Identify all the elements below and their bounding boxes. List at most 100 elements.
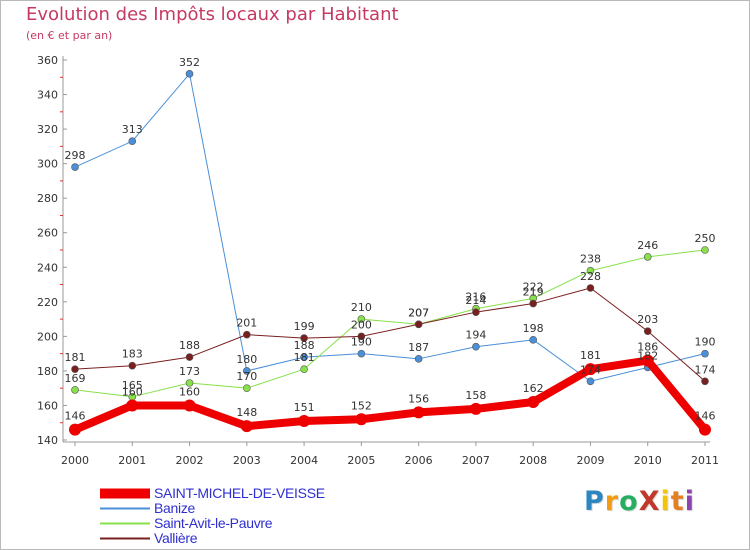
data-point-banize xyxy=(529,336,537,344)
data-point-saint-avit xyxy=(185,379,194,387)
x-tick-label: 2003 xyxy=(233,454,261,467)
data-label-saint-michel: 181 xyxy=(580,349,601,362)
series-line-valliere xyxy=(74,287,706,382)
data-point-valliere xyxy=(414,320,423,329)
data-point-banize xyxy=(71,163,79,171)
data-label-banize: 188 xyxy=(294,339,315,352)
y-tick-label: 340 xyxy=(37,89,58,102)
y-tick-label: 240 xyxy=(37,261,58,274)
data-point-banize xyxy=(472,342,480,351)
data-point-saint-avit xyxy=(71,386,79,394)
data-label-valliere: 201 xyxy=(236,317,257,330)
data-point-saint-michel xyxy=(584,363,597,376)
y-tick-label: 260 xyxy=(37,227,58,240)
legend-label-saint-michel: SAINT-MICHEL-DE-VEISSE xyxy=(154,485,325,501)
data-label-saint-avit: 238 xyxy=(580,253,601,266)
data-point-saint-michel xyxy=(69,423,81,436)
data-point-saint-michel xyxy=(527,396,540,408)
data-point-saint-avit xyxy=(701,246,709,254)
y-tick-label: 180 xyxy=(37,365,58,378)
y-tick-label: 220 xyxy=(37,296,58,309)
data-label-banize: 190 xyxy=(351,336,372,349)
data-label-saint-avit: 246 xyxy=(637,239,658,252)
data-point-banize xyxy=(128,137,137,145)
legend-label-valliere: Vallière xyxy=(154,530,198,546)
data-point-valliere xyxy=(243,330,251,339)
series-line-saint-michel xyxy=(71,356,709,434)
data-label-valliere: 203 xyxy=(637,313,658,326)
data-label-valliere: 183 xyxy=(122,348,143,361)
logo-letter: i xyxy=(660,486,671,517)
y-tick-label: 360 xyxy=(37,54,58,67)
series-line-banize xyxy=(74,73,706,382)
data-label-saint-michel: 158 xyxy=(465,389,486,402)
x-tick-label: 2008 xyxy=(519,454,547,467)
data-point-valliere xyxy=(71,365,79,373)
logo-letter: o xyxy=(619,486,639,517)
data-label-saint-avit: 165 xyxy=(122,379,143,392)
data-label-saint-michel: 146 xyxy=(695,410,716,423)
legend-swatch-valliere xyxy=(100,537,150,540)
logo-letter: P xyxy=(584,486,605,517)
x-tick-label: 2009 xyxy=(576,454,604,467)
data-label-saint-avit: 222 xyxy=(523,280,544,293)
legend-label-banize: Banize xyxy=(154,500,196,516)
data-point-saint-avit xyxy=(243,384,251,392)
legend-swatch-banize xyxy=(100,507,150,510)
data-label-banize: 194 xyxy=(465,329,486,342)
x-tick-label: 2010 xyxy=(634,454,662,467)
y-tick-label: 160 xyxy=(37,399,58,412)
data-label-banize: 298 xyxy=(65,149,86,162)
y-tick-label: 320 xyxy=(37,123,58,136)
legend-item-banize: Banize xyxy=(100,501,325,516)
data-label-saint-avit: 207 xyxy=(408,306,429,319)
y-tick-label: 300 xyxy=(37,158,58,171)
data-point-valliere xyxy=(701,377,709,386)
data-point-banize xyxy=(243,367,251,375)
logo-letter: r xyxy=(604,486,620,517)
data-point-saint-michel xyxy=(126,399,139,412)
y-tick-label: 280 xyxy=(37,192,58,205)
data-label-saint-avit: 173 xyxy=(179,365,200,378)
data-label-saint-michel: 162 xyxy=(523,382,544,395)
data-point-saint-avit xyxy=(643,253,652,261)
data-label-banize: 352 xyxy=(179,56,200,69)
data-point-valliere xyxy=(128,361,137,370)
data-label-saint-michel: 160 xyxy=(179,385,200,398)
data-point-valliere xyxy=(185,353,194,361)
data-label-banize: 198 xyxy=(523,322,544,335)
x-tick-label: 2002 xyxy=(176,454,204,467)
data-label-saint-avit: 169 xyxy=(65,372,86,385)
data-point-valliere xyxy=(300,334,308,342)
data-point-saint-michel xyxy=(699,423,711,436)
legend-label-saint-avit: Saint-Avit-le-Pauvre xyxy=(154,515,273,531)
data-point-saint-michel xyxy=(412,406,425,419)
data-label-banize: 182 xyxy=(637,349,658,362)
data-label-saint-michel: 160 xyxy=(122,385,143,398)
data-point-valliere xyxy=(357,332,366,341)
data-point-banize xyxy=(357,349,366,358)
data-point-saint-avit xyxy=(586,266,595,275)
data-point-saint-michel xyxy=(469,402,482,415)
data-label-saint-avit: 216 xyxy=(465,291,486,304)
data-point-banize xyxy=(300,353,308,361)
x-tick-label: 2000 xyxy=(61,454,89,467)
y-tick-label: 140 xyxy=(37,434,58,447)
logo-letter: X xyxy=(638,486,661,517)
legend-swatch-saint-michel xyxy=(100,488,150,499)
legend-swatch-saint-avit xyxy=(100,522,150,525)
x-tick-label: 2005 xyxy=(347,454,375,467)
data-label-banize: 174 xyxy=(580,363,601,376)
chart-title: Evolution des Impôts locaux par Habitant xyxy=(26,4,399,25)
data-label-valliere: 200 xyxy=(351,318,372,331)
data-point-saint-michel xyxy=(641,354,654,367)
data-label-valliere: 188 xyxy=(179,339,200,352)
data-label-saint-michel: 156 xyxy=(408,392,429,405)
x-tick-label: 2001 xyxy=(118,454,146,467)
data-point-saint-avit xyxy=(357,315,366,323)
data-label-valliere: 207 xyxy=(408,306,429,319)
data-label-banize: 180 xyxy=(236,353,257,366)
data-label-saint-avit: 250 xyxy=(695,232,716,245)
